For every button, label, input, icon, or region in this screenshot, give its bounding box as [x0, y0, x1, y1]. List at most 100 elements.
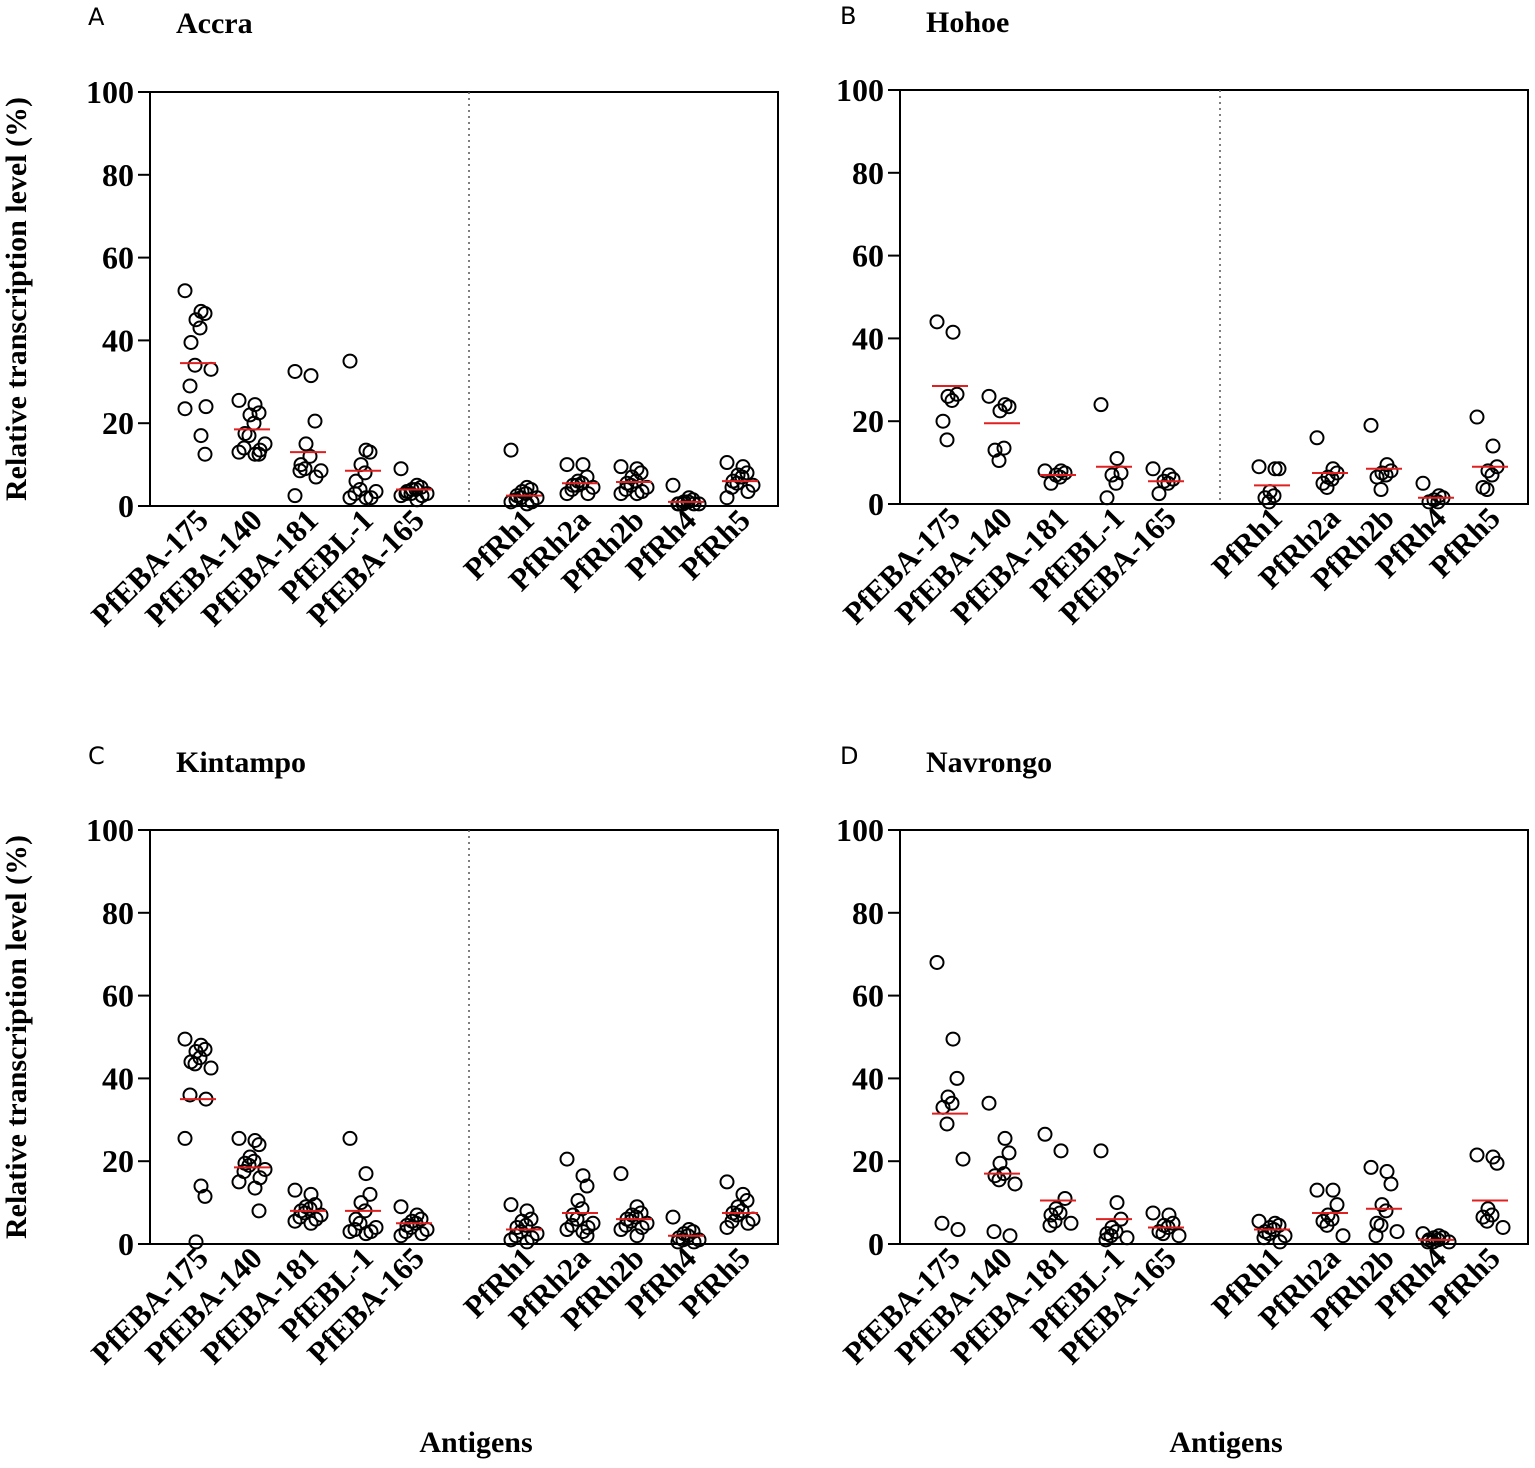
data-point — [519, 496, 535, 512]
data-point — [231, 392, 247, 408]
data-point — [613, 1222, 629, 1238]
data-point — [719, 455, 735, 471]
data-point — [981, 1095, 997, 1111]
data-point — [303, 368, 319, 384]
data-point — [519, 1234, 535, 1250]
data-point — [1469, 1147, 1485, 1163]
y-tick-label: 0 — [118, 1226, 134, 1262]
data-point — [287, 1182, 303, 1198]
data-point — [613, 486, 629, 502]
data-point — [1257, 490, 1273, 506]
data-point — [559, 1151, 575, 1167]
data-point — [177, 1031, 193, 1047]
data-point — [307, 413, 323, 429]
data-point — [575, 457, 591, 473]
x-axis-title: Antigens — [419, 1426, 532, 1459]
plot-frame — [899, 829, 1529, 1245]
data-point — [241, 428, 257, 444]
data-point — [686, 496, 702, 512]
data-point — [1251, 459, 1267, 475]
data-point — [939, 432, 955, 448]
data-point — [298, 436, 314, 452]
data-point — [1309, 430, 1325, 446]
data-point — [579, 1228, 595, 1244]
data-point — [231, 1174, 247, 1190]
data-point — [944, 1095, 960, 1111]
data-point — [303, 1215, 319, 1231]
data-point — [1495, 1219, 1511, 1235]
panel-title: Accra — [176, 7, 253, 40]
data-point — [1319, 1217, 1335, 1233]
chart-panel-c: C Kintampo 0 20 40 60 80 100 Relative transcript… — [0, 742, 779, 1459]
data-point — [1093, 397, 1109, 413]
data-point — [1373, 482, 1389, 498]
data-point — [665, 477, 681, 493]
data-point — [1315, 475, 1331, 491]
data-point — [1043, 475, 1059, 491]
data-point — [1104, 467, 1120, 483]
data-point — [393, 461, 409, 477]
y-tick-label: 20 — [852, 1143, 884, 1179]
data-point — [363, 490, 379, 506]
data-point — [1480, 463, 1496, 479]
data-point — [177, 401, 193, 417]
data-point — [1160, 475, 1176, 491]
data-point — [691, 496, 707, 512]
data-point — [997, 1130, 1013, 1146]
data-point — [231, 1130, 247, 1146]
data-point — [1441, 1234, 1457, 1250]
data-point — [565, 1207, 581, 1223]
data-point — [362, 1186, 378, 1202]
data-point — [1383, 1176, 1399, 1192]
data-point — [358, 1226, 374, 1242]
y-tick-label: 80 — [102, 157, 134, 193]
data-point — [187, 1056, 203, 1072]
data-point — [358, 1166, 374, 1182]
data-point — [740, 1215, 756, 1231]
data-point — [1379, 1164, 1395, 1180]
data-point — [955, 1151, 971, 1167]
data-point — [197, 305, 213, 321]
data-point — [981, 388, 997, 404]
data-point — [1002, 1228, 1018, 1244]
data-point — [257, 1161, 273, 1177]
data-point — [1420, 1234, 1436, 1250]
y-tick-label: 40 — [102, 1060, 134, 1096]
y-tick-label: 100 — [86, 74, 134, 110]
data-point — [1325, 1182, 1341, 1198]
data-point — [570, 1193, 586, 1209]
data-point — [719, 1174, 735, 1190]
y-tick-label: 80 — [852, 155, 884, 191]
y-tick-label: 60 — [102, 240, 134, 276]
data-point — [1485, 438, 1501, 454]
data-point — [1271, 461, 1287, 477]
data-point — [675, 496, 691, 512]
data-point — [247, 1133, 263, 1148]
data-point — [579, 1178, 595, 1194]
data-point — [251, 446, 267, 462]
data-point — [287, 1213, 303, 1229]
data-point — [287, 488, 303, 504]
plot-frame — [149, 91, 779, 507]
data-point — [198, 399, 214, 415]
data-point — [1315, 1213, 1331, 1229]
y-tick-label: 20 — [102, 405, 134, 441]
data-point — [1425, 1234, 1441, 1250]
data-point — [1145, 461, 1161, 477]
chart-panel-b: B Hohoe020406080100PfEBA-175PfEBA-140PfEB… — [836, 2, 1529, 631]
data-point — [996, 440, 1012, 456]
data-point — [1329, 1197, 1345, 1213]
data-point — [670, 496, 686, 512]
data-point — [197, 1188, 213, 1204]
data-point — [353, 457, 369, 473]
data-point — [613, 1166, 629, 1182]
data-point — [992, 403, 1008, 419]
panel-title: Kintampo — [176, 746, 306, 779]
data-point — [939, 1116, 955, 1132]
chart-panel-a: A Accra 0 20 40 60 80 100 Relative transcription… — [0, 3, 779, 633]
data-point — [231, 444, 247, 460]
y-tick-label: 0 — [868, 1226, 884, 1262]
data-point — [940, 388, 956, 404]
data-point — [1421, 494, 1437, 510]
data-point — [1109, 450, 1125, 466]
